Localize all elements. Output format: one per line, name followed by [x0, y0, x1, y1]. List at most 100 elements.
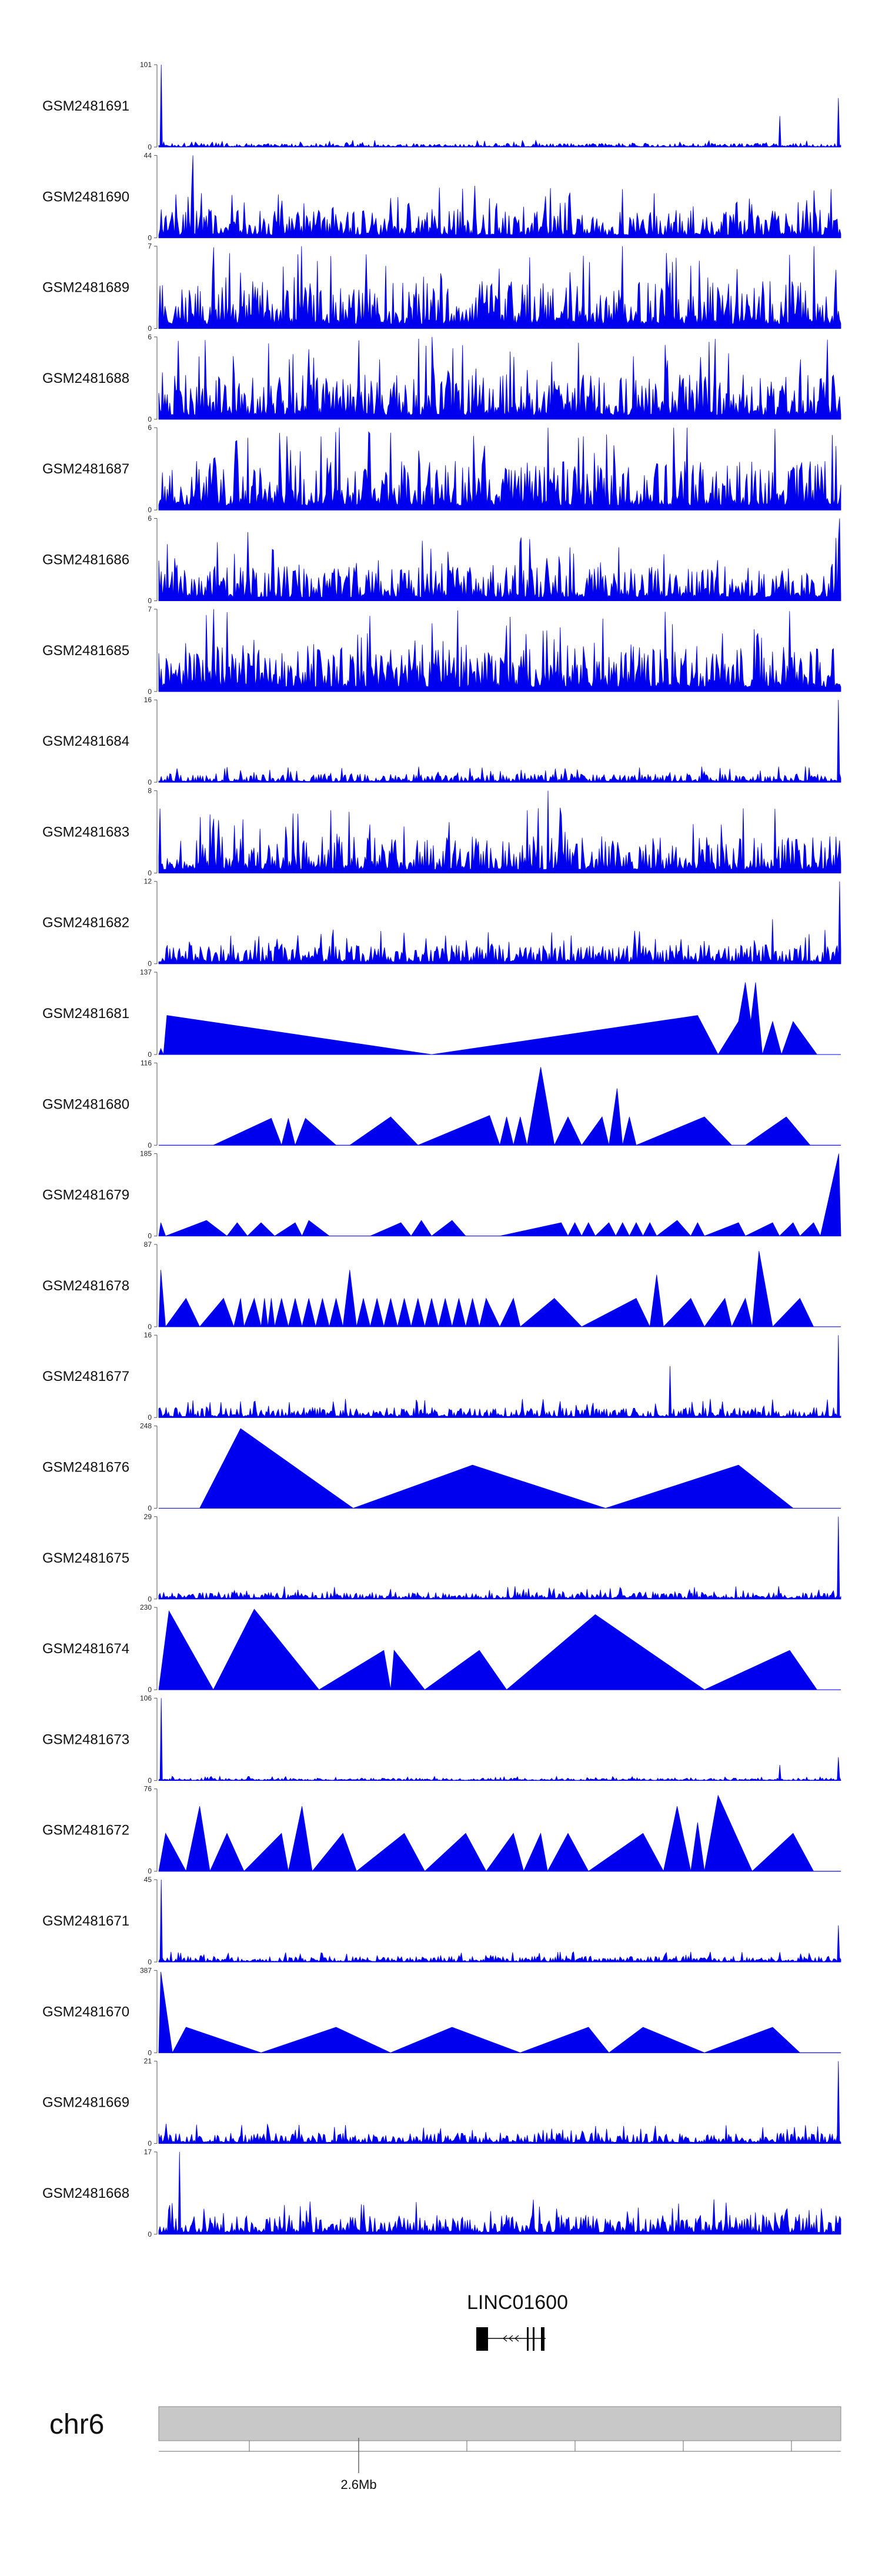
y-tick-max-label: 29 [144, 1513, 152, 1521]
coverage-signal [158, 1879, 841, 1963]
coverage-signal [158, 2151, 841, 2235]
y-tick-max-label: 6 [148, 423, 152, 432]
track-label: GSM2481689 [42, 280, 129, 296]
y-tick-min-label: 0 [148, 1323, 152, 1331]
coverage-tracks: 1010GSM2481691440GSM248169070GSM24816896… [42, 61, 841, 2238]
track-GSM2481688: 6 0 GSM2481688 [42, 333, 841, 423]
coordinate-label: 2.6Mb [340, 2477, 376, 2492]
track-label: GSM2481677 [42, 1369, 129, 1384]
track-GSM2481672: 76 0 GSM2481672 [42, 1785, 841, 1876]
track-GSM2481676: 248 0 GSM2481676 [42, 1422, 841, 1513]
chromosome-label: chr6 [49, 2409, 104, 2440]
y-tick-max-label: 6 [148, 515, 152, 523]
y-tick-min-label: 0 [148, 688, 152, 696]
y-tick-min-label: 0 [148, 869, 152, 877]
track-label: GSM2481684 [42, 733, 129, 749]
track-label: GSM2481674 [42, 1641, 129, 1657]
track-GSM2481671: 45 0 GSM2481671 [42, 1876, 841, 1966]
track-GSM2481691: 101 0 GSM2481691 [42, 61, 841, 151]
y-tick-max-label: 387 [140, 1966, 152, 1974]
track-label: GSM2481671 [42, 1913, 129, 1929]
y-tick-min-label: 0 [148, 325, 152, 333]
track-GSM2481686: 6 0 GSM2481686 [42, 515, 841, 605]
coverage-signal [158, 609, 841, 692]
track-GSM2481675: 29 0 GSM2481675 [42, 1513, 841, 1603]
y-tick-min-label: 0 [148, 143, 152, 151]
y-tick-max-label: 12 [144, 877, 152, 886]
track-label: GSM2481679 [42, 1187, 129, 1203]
y-tick-max-label: 45 [144, 1876, 152, 1884]
coverage-signal [158, 881, 841, 965]
track-label: GSM2481678 [42, 1278, 129, 1294]
y-tick-min-label: 0 [148, 415, 152, 423]
y-tick-max-label: 6 [148, 333, 152, 341]
track-label: GSM2481670 [42, 2004, 129, 2020]
coverage-signal [158, 1971, 841, 2054]
track-label: GSM2481680 [42, 1096, 129, 1112]
y-tick-max-label: 106 [140, 1694, 152, 1702]
coverage-signal [158, 1794, 841, 1873]
track-GSM2481684: 16 0 GSM2481684 [42, 696, 841, 786]
y-tick-min-label: 0 [148, 1232, 152, 1240]
track-GSM2481677: 16 0 GSM2481677 [42, 1331, 841, 1422]
y-tick-max-label: 8 [148, 786, 152, 795]
y-tick-max-label: 44 [144, 151, 152, 159]
y-tick-max-label: 16 [144, 696, 152, 704]
y-tick-max-label: 21 [144, 2057, 152, 2066]
track-label: GSM2481687 [42, 461, 129, 477]
coverage-signal [158, 155, 841, 238]
y-tick-min-label: 0 [148, 1867, 152, 1876]
coverage-signal [158, 1698, 841, 1781]
track-label: GSM2481685 [42, 643, 129, 659]
track-label: GSM2481669 [42, 2095, 129, 2111]
gene-exon-4 [541, 2327, 544, 2351]
y-tick-max-label: 230 [140, 1603, 152, 1611]
coverage-signal [158, 1516, 841, 1600]
y-tick-max-label: 17 [144, 2148, 152, 2156]
coverage-signal [159, 1067, 841, 1146]
track-GSM2481668: 17 0 GSM2481668 [42, 2148, 841, 2238]
gene-label: LINC01600 [467, 2291, 568, 2314]
track-GSM2481690: 44 0 GSM2481690 [42, 151, 841, 242]
track-GSM2481683: 8 0 GSM2481683 [42, 786, 841, 877]
track-GSM2481673: 106 0 GSM2481673 [42, 1694, 841, 1784]
y-tick-min-label: 0 [148, 2140, 152, 2148]
y-tick-min-label: 0 [148, 2230, 152, 2238]
track-label: GSM2481676 [42, 1460, 129, 1476]
gene-exon-3 [533, 2327, 534, 2351]
track-GSM2481682: 12 0 GSM2481682 [42, 877, 841, 968]
coverage-signal [158, 428, 841, 510]
gene-strand-arrow [503, 2335, 519, 2342]
y-tick-min-label: 0 [148, 233, 152, 242]
y-tick-min-label: 0 [148, 1141, 152, 1149]
y-tick-min-label: 0 [148, 778, 152, 786]
track-label: GSM2481673 [42, 1731, 129, 1747]
track-label: GSM2481672 [42, 1823, 129, 1838]
track-GSM2481679: 185 0 GSM2481679 [42, 1150, 841, 1240]
track-label: GSM2481668 [42, 2185, 129, 2201]
chromosome-bar [158, 2406, 841, 2441]
track-label: GSM2481675 [42, 1550, 129, 1566]
y-tick-max-label: 116 [141, 1059, 152, 1067]
track-label: GSM2481688 [42, 371, 129, 386]
y-tick-max-label: 7 [148, 605, 152, 613]
track-label: GSM2481681 [42, 1006, 129, 1022]
coverage-signal [158, 1335, 841, 1418]
y-tick-max-label: 185 [140, 1150, 152, 1158]
coverage-signal [158, 790, 841, 873]
coverage-signal [158, 518, 841, 601]
track-label: GSM2481690 [42, 189, 129, 205]
track-GSM2481681: 137 0 GSM2481681 [42, 968, 841, 1059]
y-tick-min-label: 0 [148, 1595, 152, 1603]
coverage-signal [158, 64, 841, 148]
gene-annotation: LINC01600 [467, 2291, 568, 2351]
coverage-signal [158, 246, 841, 329]
y-tick-max-label: 137 [140, 968, 152, 976]
y-tick-max-label: 248 [140, 1422, 152, 1430]
track-GSM2481674: 230 0 GSM2481674 [42, 1603, 841, 1694]
coordinate-ticks [249, 2441, 792, 2451]
y-tick-min-label: 0 [148, 597, 152, 605]
gene-exon-1 [476, 2327, 488, 2351]
y-tick-min-label: 0 [148, 1958, 152, 1966]
y-tick-min-label: 0 [148, 506, 152, 514]
